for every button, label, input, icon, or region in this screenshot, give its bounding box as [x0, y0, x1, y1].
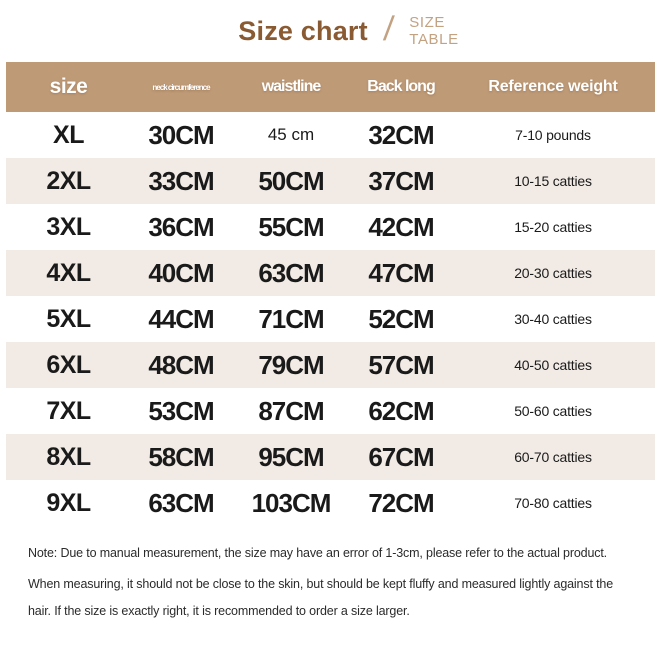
table-row: 6XL 48CM 79CM 57CM 40-50 catties — [6, 342, 655, 388]
cell-back: 72CM — [368, 487, 434, 518]
cell-waist: 95CM — [258, 441, 324, 472]
table-row: XL 30CM 45 cm 32CM 7-10 pounds — [6, 112, 655, 158]
table-row: 2XL 33CM 50CM 37CM 10-15 catties — [6, 158, 655, 204]
table-row: 7XL 53CM 87CM 62CM 50-60 catties — [6, 388, 655, 434]
cell-weight: 50-60 catties — [514, 403, 592, 419]
cell-back: 32CM — [368, 119, 434, 150]
title-separator-slash: / — [381, 10, 396, 48]
cell-size: 3XL — [46, 212, 91, 241]
table-header-row: size neck circumference waistline Back l… — [6, 62, 655, 112]
cell-size: 2XL — [46, 166, 91, 195]
cell-neck: 44CM — [148, 303, 214, 334]
column-header-waistline: waistline — [261, 78, 322, 95]
cell-waist: 63CM — [258, 257, 324, 288]
table-row: 3XL 36CM 55CM 42CM 15-20 catties — [6, 204, 655, 250]
cell-back: 47CM — [368, 257, 434, 288]
cell-weight: 30-40 catties — [514, 311, 592, 327]
cell-neck: 48CM — [148, 349, 214, 380]
cell-back: 52CM — [368, 303, 434, 334]
column-header-weight: Reference weight — [488, 78, 618, 95]
cell-back: 57CM — [368, 349, 434, 380]
cell-size: 9XL — [46, 488, 91, 517]
cell-size: 8XL — [46, 442, 91, 471]
cell-neck: 53CM — [148, 395, 214, 426]
cell-waist: 50CM — [258, 165, 324, 196]
cell-waist: 45 cm — [267, 125, 315, 144]
note-measurement-error: Note: Due to manual measurement, the siz… — [28, 546, 607, 560]
column-header-neck: neck circumference — [152, 82, 210, 92]
column-header-back-long: Back long — [367, 78, 435, 95]
cell-waist: 87CM — [258, 395, 324, 426]
cell-size: 5XL — [46, 304, 91, 333]
cell-back: 42CM — [368, 211, 434, 242]
cell-weight: 40-50 catties — [514, 357, 592, 373]
cell-weight: 15-20 catties — [514, 219, 592, 235]
cell-waist: 55CM — [258, 211, 324, 242]
cell-size: 4XL — [46, 258, 91, 287]
table-row: 5XL 44CM 71CM 52CM 30-40 catties — [6, 296, 655, 342]
cell-neck: 33CM — [148, 165, 214, 196]
cell-weight: 20-30 catties — [514, 265, 592, 281]
cell-neck: 30CM — [148, 119, 214, 150]
cell-neck: 36CM — [148, 211, 214, 242]
size-chart-table: size neck circumference waistline Back l… — [6, 62, 655, 526]
cell-back: 37CM — [368, 165, 434, 196]
table-row: 8XL 58CM 95CM 67CM 60-70 catties — [6, 434, 655, 480]
cell-neck: 40CM — [148, 257, 214, 288]
column-header-size: size — [49, 75, 88, 98]
cell-neck: 63CM — [148, 487, 214, 518]
title-main-text: Size chart — [238, 15, 368, 46]
cell-weight: 7-10 pounds — [515, 127, 591, 143]
cell-size: XL — [53, 120, 84, 149]
cell-waist: 103CM — [251, 487, 332, 518]
cell-weight: 60-70 catties — [514, 449, 592, 465]
cell-waist: 79CM — [258, 349, 324, 380]
notes-section: Note: Due to manual measurement, the siz… — [0, 526, 667, 625]
table-row: 4XL 40CM 63CM 47CM 20-30 catties — [6, 250, 655, 296]
title-subtitle-line-2: TABLE — [409, 31, 459, 48]
cell-weight: 70-80 catties — [514, 495, 592, 511]
cell-size: 7XL — [46, 396, 91, 425]
note-measuring-instructions: When measuring, it should not be close t… — [28, 577, 614, 618]
cell-back: 62CM — [368, 395, 434, 426]
cell-waist: 71CM — [258, 303, 324, 334]
cell-neck: 58CM — [148, 441, 214, 472]
title-subtitle: SIZE TABLE — [409, 14, 458, 48]
cell-weight: 10-15 catties — [514, 173, 592, 189]
cell-size: 6XL — [46, 350, 91, 379]
title-subtitle-line-1: SIZE — [409, 14, 446, 31]
table-row: 9XL 63CM 103CM 72CM 70-80 catties — [6, 480, 655, 526]
cell-back: 67CM — [368, 441, 434, 472]
page-title: Size chart / SIZE TABLE — [0, 0, 667, 62]
